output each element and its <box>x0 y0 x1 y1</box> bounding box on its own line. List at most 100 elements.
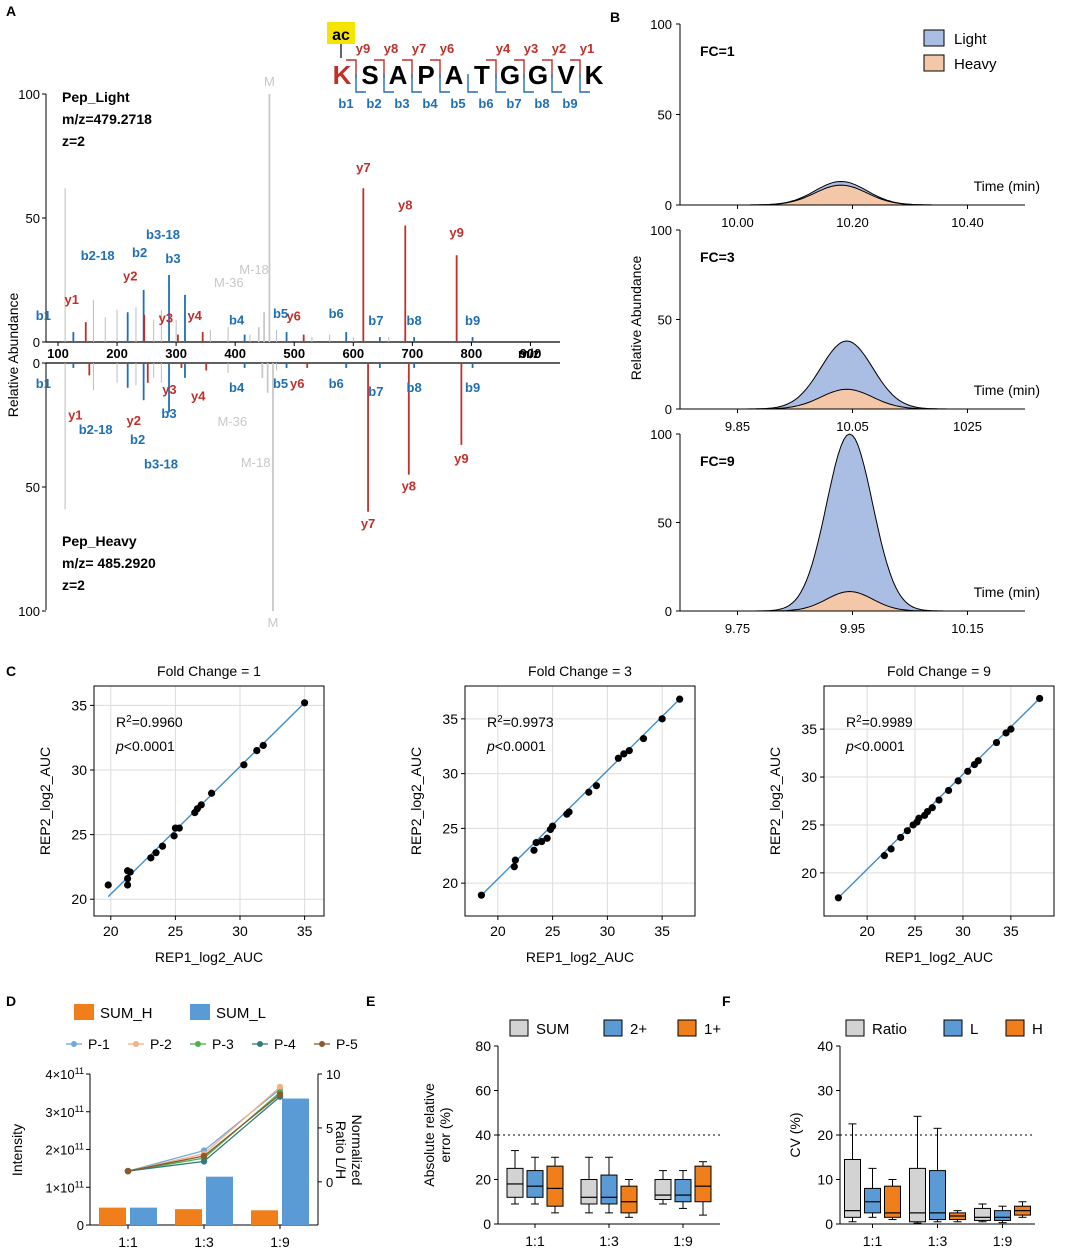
data-point <box>903 827 911 835</box>
b-cleavage-mark <box>579 74 590 93</box>
y-tick-label: 0 <box>825 1216 833 1232</box>
light-peak-label-b7: b7 <box>368 313 383 328</box>
point-P-5 <box>200 1152 208 1160</box>
residue-4: P <box>417 60 434 90</box>
xic-subplot-2: 0 50 100 9.85 10.05 1025 FC=3 Time (min) <box>650 223 1040 434</box>
y-tick-label: 25 <box>71 827 87 843</box>
sequence-label-b3: b3 <box>394 96 409 111</box>
x-tick-label: 1:9 <box>270 1234 290 1250</box>
legend-label-L: L <box>970 1021 978 1038</box>
data-point <box>147 854 155 862</box>
data-point <box>954 777 962 785</box>
y-tick-label: 20 <box>442 875 458 891</box>
x-tick-label: 800 <box>461 346 483 361</box>
light-peak-label-b3-18: b3-18 <box>146 227 180 242</box>
bottom-y-tick-label: 0 <box>33 356 40 371</box>
y-cleavage-mark <box>430 59 441 78</box>
box-SUM <box>506 1167 524 1198</box>
x-tick-label: 20 <box>490 923 506 939</box>
x-tick-label: 25 <box>168 923 184 939</box>
legend-marker-P-5 <box>319 1041 325 1047</box>
heavy-peak-label-b1: b1 <box>36 376 51 391</box>
heavy-peak-label-b2-18: b2-18 <box>79 422 113 437</box>
light-peak-label-b4: b4 <box>229 313 245 328</box>
box-SUM <box>580 1179 598 1205</box>
heavy-peak-label-b3: b3 <box>161 406 176 421</box>
legend-label-P-1: P-1 <box>88 1036 110 1052</box>
residue-10: K <box>585 60 604 90</box>
data-point <box>1002 729 1010 737</box>
data-point <box>158 842 167 850</box>
data-point <box>625 747 633 755</box>
y-cleavage-mark <box>514 59 525 78</box>
p-value-label: p<0.0001 <box>486 738 546 754</box>
y-cleavage-mark <box>570 59 581 78</box>
heavy-peak-label-b9: b9 <box>465 380 480 395</box>
sequence-label-y4: y4 <box>496 41 511 56</box>
data-point <box>253 747 261 755</box>
data-point <box>923 807 932 816</box>
heavy-peak-label-M-36: M-36 <box>218 414 248 429</box>
data-point <box>530 846 538 854</box>
legend-swatch-2+ <box>603 1019 623 1037</box>
heavy-peak-label-b5: b5 <box>273 376 288 391</box>
data-point <box>964 767 972 775</box>
sequence-label-y8: y8 <box>384 41 398 56</box>
panel-label-e: E <box>366 993 375 1009</box>
light-peptide-name: Pep_Light <box>62 89 130 105</box>
data-point <box>935 796 943 804</box>
top-y-tick-label: 100 <box>18 87 40 102</box>
scatter-subplot-3: 20 25 30 35 20 25 30 35 Fold Change = 9 R2=0.9989… <box>767 663 1055 965</box>
left-y-tick-label: 1×1011 <box>45 1179 84 1195</box>
p-value-label: p<0.0001 <box>845 738 905 754</box>
y-cleavage-mark <box>486 59 497 78</box>
x-tick-label: 30 <box>955 923 971 939</box>
heavy-peptide-name: Pep_Heavy <box>62 533 137 549</box>
bottom-y-tick-label: 100 <box>18 604 40 619</box>
xic-title: FC=3 <box>700 249 735 265</box>
data-point <box>543 834 551 842</box>
y-cleavage-mark <box>402 59 413 78</box>
legend-marker-P-2 <box>133 1041 139 1047</box>
data-point <box>658 715 666 723</box>
x-tick-label: 700 <box>402 346 424 361</box>
data-point <box>170 832 178 840</box>
xic-y-tick-label: 100 <box>650 223 672 238</box>
y-axis-label: CV (%) <box>787 1112 803 1157</box>
light-peak-label-b2-18: b2-18 <box>81 248 115 263</box>
xic-legend: Light Heavy <box>923 29 997 73</box>
light-peak-label-b9: b9 <box>465 313 480 328</box>
panel-f-cv-box: 0 10 20 30 40 1:1 1:3 1:9 CV (%) Ratio L H <box>787 1019 1043 1249</box>
data-point <box>240 761 248 769</box>
xic-y-tick-label: 50 <box>658 516 672 531</box>
data-point <box>511 856 519 864</box>
data-point <box>676 695 684 703</box>
data-point <box>992 738 1001 747</box>
xic-x-axis-label: Time (min) <box>974 584 1040 600</box>
box-Ratio <box>909 1167 926 1223</box>
residue-5: A <box>445 60 464 90</box>
data-point <box>1036 694 1044 703</box>
xic-x-tick-label: 10.15 <box>951 621 984 636</box>
bar-SUM_H <box>251 1210 278 1225</box>
xic-y-tick-label: 0 <box>665 402 672 417</box>
x-tick-label: 1:9 <box>673 1233 693 1249</box>
legend-swatch-SUM_L <box>190 1004 210 1020</box>
sequence-label-y3: y3 <box>524 41 538 56</box>
x-tick-label: 600 <box>342 346 364 361</box>
x-tick-label: 100 <box>47 346 69 361</box>
x-tick-label: 1:3 <box>928 1233 948 1249</box>
heavy-peak-label-M: M <box>268 615 279 630</box>
bar-SUM_H <box>175 1209 202 1225</box>
box-1+ <box>620 1185 638 1214</box>
light-peak-label-y9: y9 <box>449 225 463 240</box>
heavy-peak-area <box>680 590 1025 612</box>
data-point <box>592 782 601 790</box>
legend-swatch-light <box>923 29 945 47</box>
y-tick-label: 0 <box>483 1216 491 1232</box>
data-point <box>915 814 923 822</box>
panel-label-d: D <box>6 993 16 1009</box>
heavy-peak-label-y4: y4 <box>191 388 206 403</box>
x-tick-label: 35 <box>1003 923 1019 939</box>
